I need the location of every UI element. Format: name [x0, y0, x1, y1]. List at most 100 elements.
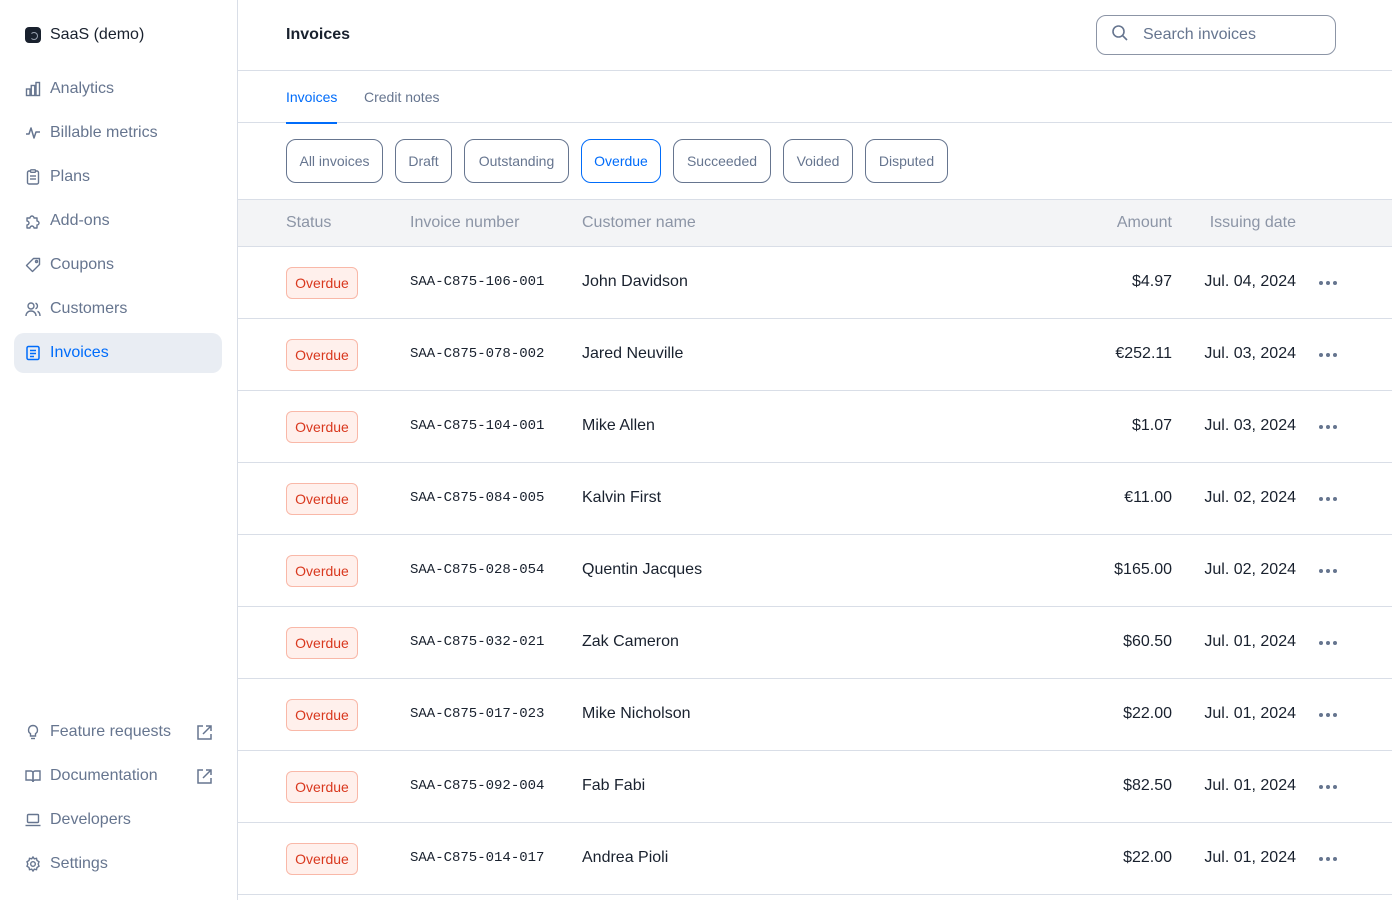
customer-name: Jared Neuville — [582, 345, 684, 362]
table-row[interactable]: Overdue SAA-C875-092-004 Fab Fabi $82.50… — [238, 751, 1392, 823]
more-actions-button[interactable] — [1312, 271, 1344, 295]
status-badge: Overdue — [286, 339, 358, 371]
invoice-number: SAA-C875-028-054 — [410, 562, 545, 578]
invoice-amount: $1.07 — [1131, 417, 1172, 434]
more-actions-button[interactable] — [1312, 631, 1344, 655]
more-horizontal-icon — [1319, 857, 1337, 861]
tag-icon — [25, 257, 41, 273]
sidebar-item-analytics[interactable]: Analytics — [14, 69, 222, 109]
customer-name: Mike Allen — [582, 417, 655, 434]
table-row[interactable]: Overdue SAA-C875-106-001 John Davidson $… — [238, 247, 1392, 319]
more-actions-button[interactable] — [1312, 847, 1344, 871]
search-icon — [1111, 24, 1129, 47]
sidebar-item-invoices[interactable]: Invoices — [14, 333, 222, 373]
sidebar-item-label: Settings — [50, 855, 108, 872]
invoice-amount: $4.97 — [1131, 273, 1172, 290]
more-actions-button[interactable] — [1312, 487, 1344, 511]
sidebar-item-customers[interactable]: Customers — [14, 289, 222, 329]
more-actions-button[interactable] — [1312, 343, 1344, 367]
users-icon — [25, 301, 41, 317]
sidebar-item-label: Coupons — [50, 256, 115, 273]
status-badge: Overdue — [286, 699, 358, 731]
table-header: Status Invoice number Customer name Amou… — [238, 199, 1392, 247]
customer-name: Fab Fabi — [582, 777, 646, 794]
sidebar-item-add-ons[interactable]: Add-ons — [14, 201, 222, 241]
tab-bar: Invoices Credit notes — [238, 71, 1392, 124]
sidebar-item-settings[interactable]: Settings — [14, 844, 222, 884]
gear-icon — [25, 856, 41, 872]
more-horizontal-icon — [1319, 425, 1337, 429]
filter-succeeded[interactable]: Succeeded — [673, 139, 771, 183]
more-horizontal-icon — [1319, 281, 1337, 285]
more-horizontal-icon — [1319, 497, 1337, 501]
issuing-date: Jul. 03, 2024 — [1204, 417, 1296, 434]
sidebar-item-label: Feature requests — [50, 723, 171, 740]
column-invoice-number: Invoice number — [410, 214, 520, 231]
table-row[interactable]: Overdue SAA-C875-104-001 Mike Allen $1.0… — [238, 391, 1392, 463]
issuing-date: Jul. 04, 2024 — [1204, 273, 1296, 290]
filter-overdue[interactable]: Overdue — [581, 139, 661, 183]
invoice-number: SAA-C875-084-005 — [410, 490, 545, 506]
invoices-table: Status Invoice number Customer name Amou… — [238, 199, 1392, 895]
invoice-amount: €11.00 — [1124, 489, 1172, 506]
filter-outstanding[interactable]: Outstanding — [464, 139, 569, 183]
table-row[interactable]: Overdue SAA-C875-028-054 Quentin Jacques… — [238, 535, 1392, 607]
sidebar: SaaS (demo) Analytics Billable metrics P… — [0, 0, 238, 900]
sidebar-item-billable-metrics[interactable]: Billable metrics — [14, 113, 222, 153]
sidebar-item-developers[interactable]: Developers — [14, 800, 222, 840]
puzzle-icon — [25, 213, 41, 229]
issuing-date: Jul. 02, 2024 — [1204, 561, 1296, 578]
more-actions-button[interactable] — [1312, 775, 1344, 799]
table-row[interactable]: Overdue SAA-C875-014-017 Andrea Pioli $2… — [238, 823, 1392, 895]
status-badge: Overdue — [286, 411, 358, 443]
more-actions-button[interactable] — [1312, 559, 1344, 583]
table-row[interactable]: Overdue SAA-C875-017-023 Mike Nicholson … — [238, 679, 1392, 751]
customer-name: Zak Cameron — [582, 633, 679, 650]
document-icon — [25, 345, 41, 361]
issuing-date: Jul. 01, 2024 — [1204, 849, 1296, 866]
more-horizontal-icon — [1319, 353, 1337, 357]
sidebar-item-plans[interactable]: Plans — [14, 157, 222, 197]
sidebar-item-coupons[interactable]: Coupons — [14, 245, 222, 285]
org-switcher[interactable]: SaaS (demo) — [25, 24, 144, 46]
filter-draft[interactable]: Draft — [395, 139, 452, 183]
status-filters: All invoices Draft Outstanding Overdue S… — [238, 123, 1392, 199]
status-badge: Overdue — [286, 555, 358, 587]
status-badge: Overdue — [286, 843, 358, 875]
status-badge: Overdue — [286, 267, 358, 299]
sidebar-item-label: Plans — [50, 168, 91, 185]
status-badge: Overdue — [286, 771, 358, 803]
search-box[interactable] — [1096, 15, 1336, 55]
column-status: Status — [286, 214, 332, 231]
sidebar-item-documentation[interactable]: Documentation — [14, 756, 222, 796]
page-title: Invoices — [286, 26, 351, 43]
filter-disputed[interactable]: Disputed — [865, 139, 948, 183]
tab-invoices[interactable]: Invoices — [286, 71, 338, 124]
filter-all-invoices[interactable]: All invoices — [286, 139, 383, 183]
issuing-date: Jul. 03, 2024 — [1204, 345, 1296, 362]
table-row[interactable]: Overdue SAA-C875-078-002 Jared Neuville … — [238, 319, 1392, 391]
sidebar-item-feature-requests[interactable]: Feature requests — [14, 712, 222, 752]
more-horizontal-icon — [1319, 713, 1337, 717]
more-actions-button[interactable] — [1312, 415, 1344, 439]
table-row[interactable]: Overdue SAA-C875-084-005 Kalvin First €1… — [238, 463, 1392, 535]
issuing-date: Jul. 01, 2024 — [1204, 777, 1296, 794]
search-input[interactable] — [1143, 26, 1323, 44]
tab-credit-notes[interactable]: Credit notes — [364, 89, 440, 105]
filter-voided[interactable]: Voided — [783, 139, 853, 183]
status-badge: Overdue — [286, 483, 358, 515]
invoice-number: SAA-C875-106-001 — [410, 274, 545, 290]
sidebar-item-label: Analytics — [50, 80, 115, 97]
laptop-icon — [25, 812, 41, 828]
invoice-number: SAA-C875-014-017 — [410, 850, 545, 866]
more-horizontal-icon — [1319, 641, 1337, 645]
more-actions-button[interactable] — [1312, 703, 1344, 727]
column-issuing-date: Issuing date — [1209, 214, 1296, 231]
column-customer-name: Customer name — [582, 214, 696, 231]
clipboard-icon — [25, 169, 41, 185]
invoice-amount: €252.11 — [1115, 345, 1172, 362]
table-row[interactable]: Overdue SAA-C875-032-021 Zak Cameron $60… — [238, 607, 1392, 679]
main-nav: Analytics Billable metrics Plans Add-ons… — [14, 69, 222, 377]
customer-name: Quentin Jacques — [582, 561, 703, 578]
invoice-number: SAA-C875-104-001 — [410, 418, 545, 434]
